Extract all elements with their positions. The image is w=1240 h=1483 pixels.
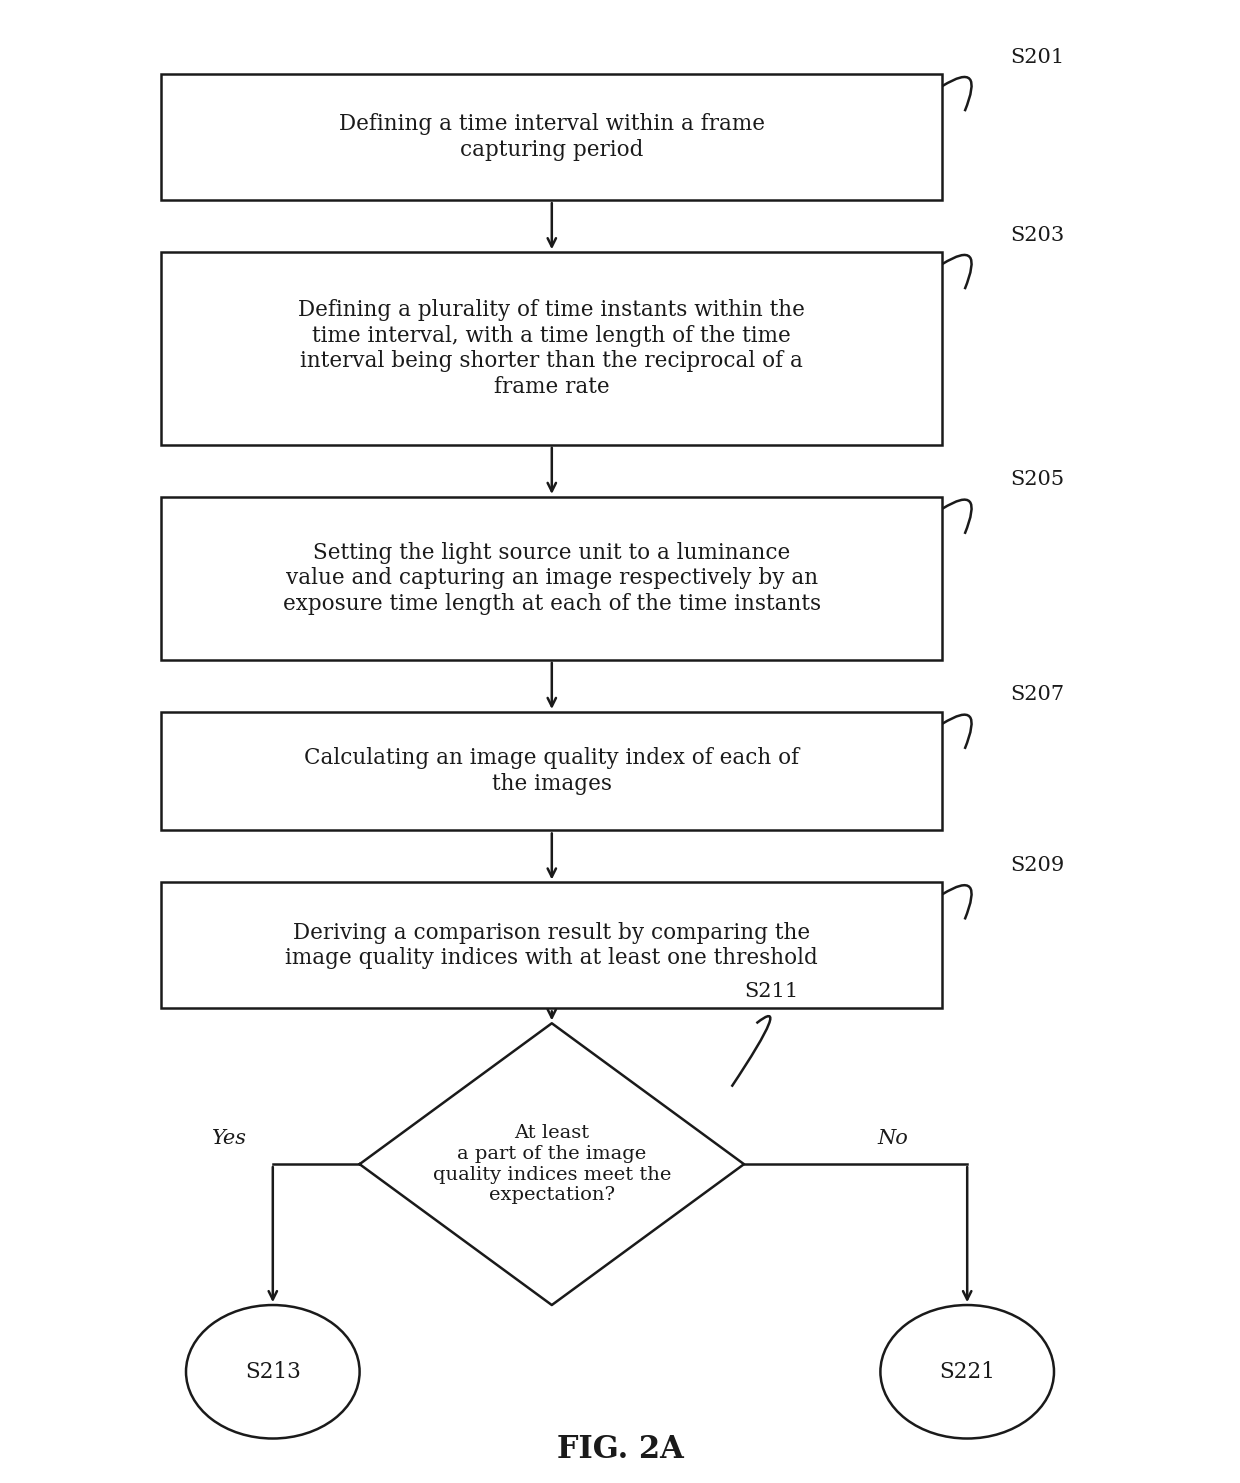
Text: S201: S201: [1011, 47, 1065, 67]
Text: At least
a part of the image
quality indices meet the
expectation?: At least a part of the image quality ind…: [433, 1124, 671, 1204]
Ellipse shape: [186, 1305, 360, 1439]
Text: S213: S213: [244, 1361, 301, 1382]
Text: Defining a plurality of time instants within the
time interval, with a time leng: Defining a plurality of time instants wi…: [299, 300, 805, 397]
Text: S203: S203: [1011, 225, 1065, 245]
FancyBboxPatch shape: [161, 712, 942, 830]
FancyBboxPatch shape: [161, 882, 942, 1008]
FancyBboxPatch shape: [161, 252, 942, 445]
Text: Setting the light source unit to a luminance
value and capturing an image respec: Setting the light source unit to a lumin…: [283, 541, 821, 615]
Text: S207: S207: [1011, 685, 1065, 704]
Text: Yes: Yes: [212, 1130, 247, 1148]
Text: FIG. 2A: FIG. 2A: [557, 1434, 683, 1465]
Text: S205: S205: [1011, 470, 1065, 489]
Text: S209: S209: [1011, 856, 1065, 875]
FancyBboxPatch shape: [161, 497, 942, 660]
Text: S221: S221: [939, 1361, 996, 1382]
Text: Deriving a comparison result by comparing the
image quality indices with at leas: Deriving a comparison result by comparin…: [285, 922, 818, 968]
FancyBboxPatch shape: [161, 74, 942, 200]
Text: No: No: [878, 1130, 908, 1148]
Text: Calculating an image quality index of each of
the images: Calculating an image quality index of ea…: [304, 747, 800, 795]
Ellipse shape: [880, 1305, 1054, 1439]
Text: S211: S211: [744, 982, 799, 1001]
Text: Defining a time interval within a frame
capturing period: Defining a time interval within a frame …: [339, 114, 765, 160]
